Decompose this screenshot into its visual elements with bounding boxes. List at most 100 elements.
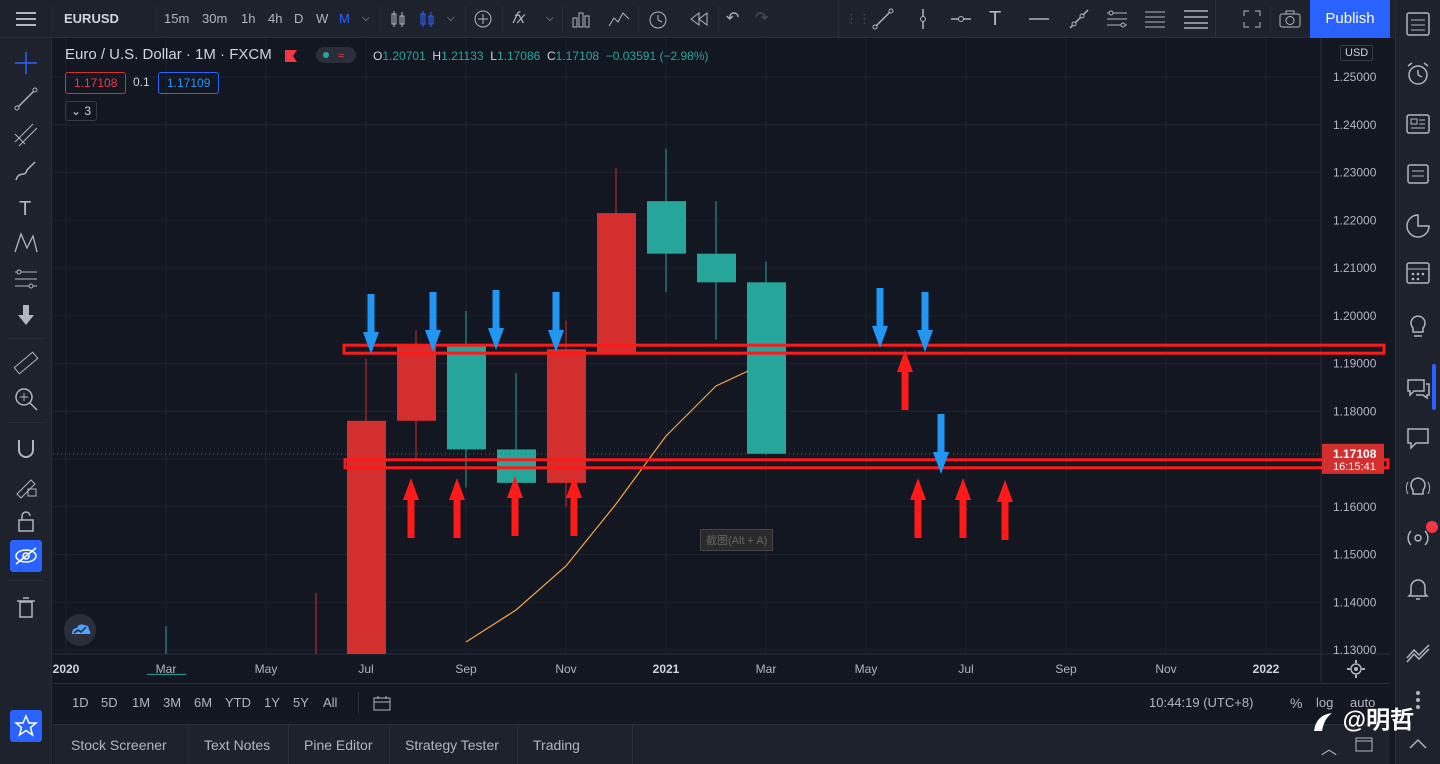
idea-stream-icon[interactable] <box>1404 474 1432 502</box>
red-arrow-up[interactable] <box>910 478 926 538</box>
favorites-button[interactable] <box>10 710 42 742</box>
blue-arrow-down[interactable] <box>872 288 888 348</box>
blue-arrow-down[interactable] <box>488 290 504 350</box>
range-6m[interactable]: 6M <box>194 695 213 710</box>
chats-icon[interactable] <box>1404 374 1432 402</box>
tf-w[interactable]: W <box>316 11 329 26</box>
tab-trading-panel[interactable]: Trading Panel <box>519 725 633 764</box>
text-tool-icon[interactable]: T <box>989 8 1002 30</box>
vertical-line-icon[interactable] <box>911 0 935 38</box>
news-icon[interactable] <box>1404 110 1432 138</box>
range-1d[interactable]: 1D <box>72 695 89 710</box>
range-1m[interactable]: 1M <box>132 695 151 710</box>
streams-icon[interactable] <box>1404 524 1432 552</box>
blue-arrow-down[interactable] <box>933 414 949 474</box>
blue-arrow-down[interactable] <box>425 292 441 352</box>
sell-price-button[interactable]: 1.17108 <box>65 72 127 94</box>
horizontal-ray-icon[interactable] <box>949 0 973 38</box>
tf-4h[interactable]: 4h <box>268 11 283 26</box>
crosshair-icon[interactable] <box>11 48 41 78</box>
buy-price-button[interactable]: 1.17109 <box>158 72 220 94</box>
pattern-icon[interactable] <box>11 228 41 258</box>
zoom-icon[interactable] <box>11 384 41 414</box>
auto-scale-toggle[interactable]: auto <box>1350 695 1376 710</box>
tf-1h[interactable]: 1h <box>241 11 256 26</box>
alarm-clock-icon[interactable] <box>1404 60 1432 88</box>
percent-scale-toggle[interactable]: % <box>1290 695 1303 711</box>
range-1y[interactable]: 1Y <box>264 695 280 710</box>
brush-icon[interactable] <box>11 156 41 186</box>
blue-arrow-down[interactable] <box>363 294 379 354</box>
range-5y[interactable]: 5Y <box>293 695 309 710</box>
chart-properties-icon[interactable] <box>608 0 630 38</box>
trash-icon[interactable] <box>11 592 41 622</box>
red-arrow-up[interactable] <box>566 476 582 536</box>
range-3m[interactable]: 3M <box>163 695 182 710</box>
publish-button[interactable]: Publish <box>1310 0 1390 38</box>
red-arrow-up[interactable] <box>955 478 971 538</box>
red-arrow-up[interactable] <box>507 476 523 536</box>
currency-label[interactable]: USD <box>1340 45 1374 61</box>
prediction-icon[interactable] <box>11 264 41 294</box>
drag-handle-icon[interactable]: ⋮⋮ <box>845 11 871 26</box>
collapse-panel-icon[interactable]: ︿ <box>1321 741 1338 758</box>
gear-icon[interactable] <box>1347 660 1365 678</box>
hide-drawings-button[interactable] <box>10 540 42 572</box>
tf-m[interactable]: M <box>339 11 350 26</box>
tf-30m[interactable]: 30m <box>202 11 228 26</box>
fib-retracement-icon[interactable] <box>1143 0 1167 38</box>
tf-d[interactable]: D <box>294 11 304 26</box>
candles-icon[interactable] <box>388 0 408 38</box>
calendar-icon[interactable] <box>1404 258 1432 286</box>
watchlist-icon[interactable] <box>1404 10 1432 38</box>
dots-menu-icon[interactable] <box>1404 686 1432 714</box>
hotlist-icon[interactable] <box>1404 212 1432 240</box>
compare-add-icon[interactable] <box>472 0 494 38</box>
fullscreen-icon[interactable] <box>1240 0 1264 38</box>
red-arrow-up[interactable] <box>897 350 913 410</box>
ruler-icon[interactable] <box>11 348 41 378</box>
text-icon[interactable]: T <box>11 192 41 222</box>
tab-strategy-tester[interactable]: Strategy Tester <box>391 725 518 764</box>
red-arrow-up[interactable] <box>403 478 419 538</box>
symbol-search[interactable]: EURUSD <box>64 11 119 26</box>
tradingview-logo[interactable] <box>64 614 96 646</box>
horizontal-line-icon[interactable] <box>1027 0 1051 38</box>
redo-icon[interactable]: ↷ <box>755 10 769 27</box>
red-arrow-up[interactable] <box>449 478 465 538</box>
indicators-toggle[interactable]: ⌄ 3 <box>65 101 97 121</box>
pitchfork-icon[interactable] <box>1181 0 1211 38</box>
tab-pine-editor[interactable]: Pine Editor <box>290 725 390 764</box>
alert-icon[interactable] <box>646 0 670 38</box>
blue-arrow-down[interactable] <box>917 292 933 352</box>
indicators-icon[interactable]: 𝑓x <box>512 10 525 27</box>
price-chart[interactable]: 1.25000 1.24000 1.23000 1.22000 1.21000 1.200… <box>53 38 1390 682</box>
bar-style-icon[interactable] <box>417 0 437 38</box>
gann-fib-icon[interactable] <box>11 120 41 150</box>
trendline-icon[interactable] <box>871 0 895 38</box>
lock-icon[interactable] <box>11 506 41 536</box>
tf-15m[interactable]: 15m <box>164 11 190 26</box>
tab-stock-screener[interactable]: Stock Screener ⌵ <box>57 725 189 764</box>
level-rectangle[interactable] <box>343 458 1390 470</box>
lock-drawing-icon[interactable] <box>11 470 41 500</box>
ray-icon[interactable] <box>1067 0 1091 38</box>
data-window-icon[interactable] <box>1404 160 1432 188</box>
goto-date-icon[interactable] <box>373 695 391 711</box>
undo-icon[interactable]: ↶ <box>726 10 740 27</box>
ideas-bulb-icon[interactable] <box>1404 312 1432 340</box>
blue-arrow-down[interactable] <box>548 292 564 352</box>
financials-icon[interactable] <box>570 0 592 38</box>
bell-icon[interactable] <box>1404 574 1432 602</box>
clock-timezone[interactable]: 10:44:19 (UTC+8) <box>1149 695 1254 710</box>
level-rectangle[interactable] <box>342 343 1386 355</box>
chevron-down-icon[interactable]: ⌵ <box>546 13 554 24</box>
log-scale-toggle[interactable]: log <box>1316 695 1334 710</box>
replay-icon[interactable] <box>688 0 710 38</box>
magnet-icon[interactable] <box>11 434 41 464</box>
tab-text-notes[interactable]: Text Notes <box>190 725 289 764</box>
chevron-up-icon[interactable] <box>1404 730 1432 758</box>
flag-icon[interactable] <box>285 49 297 62</box>
chart-pattern-icon[interactable] <box>1404 638 1432 666</box>
maximize-panel-icon[interactable] <box>1355 735 1373 758</box>
